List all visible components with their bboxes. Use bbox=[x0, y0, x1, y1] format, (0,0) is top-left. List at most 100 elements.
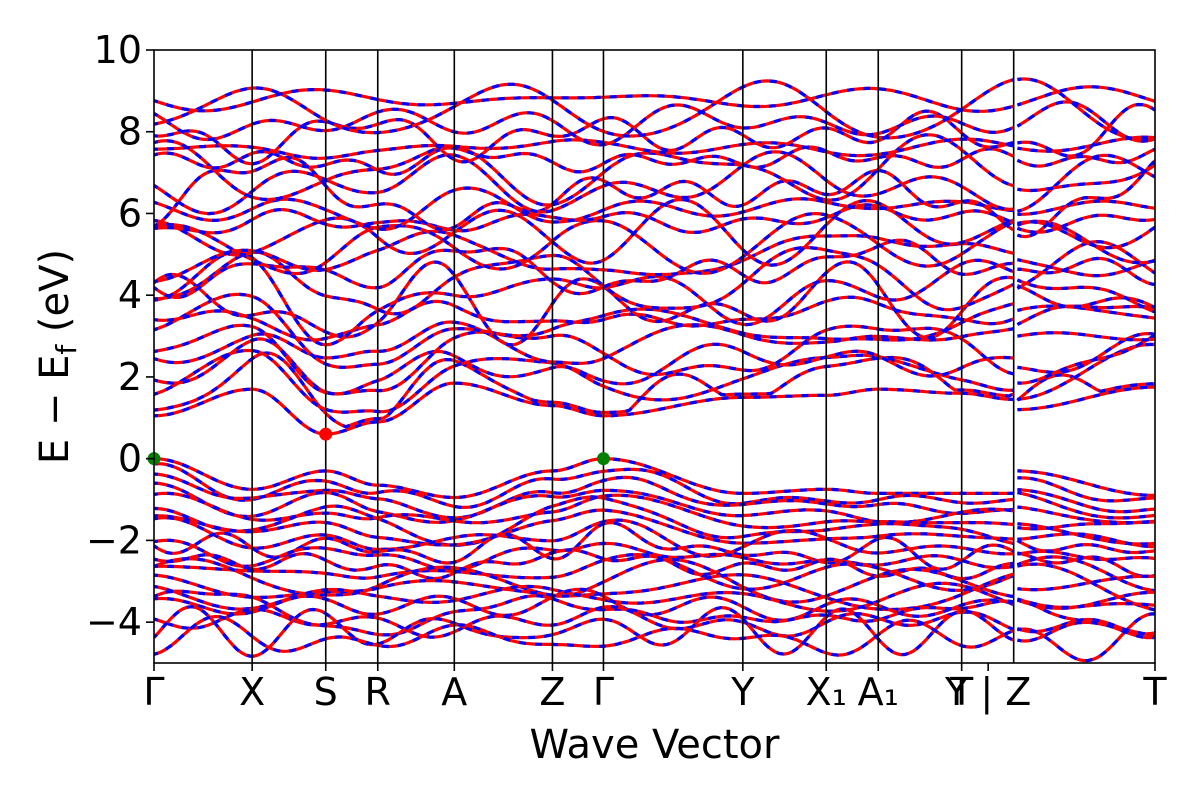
y-tick-label-1: −2 bbox=[86, 518, 142, 562]
conduction-band-1-down bbox=[154, 351, 1014, 429]
valence-band-1-up bbox=[154, 462, 1014, 510]
valence-band-17-down bbox=[154, 605, 1014, 639]
valence-band-18-down bbox=[154, 605, 1014, 658]
conduction-band-19-up bbox=[1017, 163, 1155, 193]
extrema-markers bbox=[147, 427, 610, 466]
conduction-band-6-down bbox=[1017, 304, 1155, 320]
conduction-band-18-down bbox=[154, 150, 1014, 216]
valence-band-2-up bbox=[1017, 488, 1155, 514]
x-tick-label-0: Γ bbox=[143, 670, 164, 714]
x-tick-label-9: A₁ bbox=[858, 670, 899, 714]
valence-band-15-down bbox=[154, 587, 1014, 622]
conduction-band-4-down bbox=[1017, 333, 1155, 385]
valence-band-18-up bbox=[1017, 620, 1155, 643]
conduction-band-9-up bbox=[1016, 278, 1155, 314]
x-axis-title: Wave Vector bbox=[530, 722, 781, 768]
y-axis-ticks: −4 −2 0 2 4 6 8 10 bbox=[86, 28, 154, 644]
conduction-band-16-up bbox=[1017, 199, 1155, 216]
conduction-band-10-up bbox=[154, 246, 1014, 316]
valence-band-7-up bbox=[1017, 532, 1155, 549]
valence-band-5-down bbox=[1017, 519, 1155, 531]
y-axis-title-main: E − E bbox=[32, 355, 78, 465]
conduction-band-5-down bbox=[1017, 331, 1155, 342]
conduction-band-14-up bbox=[1017, 220, 1155, 250]
conduction-band-0-up bbox=[1017, 385, 1155, 412]
conduction-band-10-down bbox=[154, 246, 1014, 316]
valence-band-16-down bbox=[154, 589, 1014, 637]
conduction-band-8-down bbox=[154, 260, 1014, 347]
conduction-band-22-down bbox=[154, 109, 1014, 166]
conduction-band-15-down bbox=[154, 203, 1014, 235]
x-tick-label-12: T bbox=[1142, 670, 1167, 714]
valence-band-15-down bbox=[1017, 597, 1155, 609]
conduction-band-11-up bbox=[1017, 256, 1155, 287]
conduction-band-8-up bbox=[1016, 284, 1155, 309]
conduction-band-25-up bbox=[1016, 85, 1155, 107]
conduction-band-1-down bbox=[1016, 373, 1155, 402]
valence-band-12-down bbox=[1017, 574, 1155, 592]
conduction-band-20-down bbox=[154, 145, 1014, 176]
y-tick-label-4: 4 bbox=[118, 273, 142, 317]
conduction-band-2-down bbox=[154, 348, 1014, 414]
x-tick-label-3: R bbox=[365, 670, 391, 714]
conduction-band-25-down bbox=[154, 86, 1014, 113]
valence-band-7-up bbox=[154, 516, 1014, 558]
x-tick-label-1: X bbox=[239, 670, 265, 714]
valence-band-10-down bbox=[154, 548, 1014, 581]
x-tick-label-10: T bbox=[949, 670, 974, 714]
conduction-band-22-up bbox=[1017, 102, 1155, 158]
valence-band-10-up bbox=[1017, 551, 1155, 579]
conduction-band-12-up bbox=[1017, 258, 1155, 278]
y-axis-title-unit: (eV) bbox=[32, 249, 78, 345]
y-tick-label-7: 10 bbox=[94, 28, 142, 72]
conduction-band-3-down bbox=[154, 337, 1014, 396]
x-tick-label-4: A bbox=[441, 670, 467, 714]
x-tick-label-6: Γ bbox=[593, 670, 614, 714]
conduction-band-25-up bbox=[154, 86, 1014, 113]
conduction-band-20-up bbox=[1016, 147, 1155, 168]
valence-band-11-down bbox=[154, 552, 1014, 593]
conduction-band-6-down bbox=[154, 292, 1014, 369]
conduction-band-23-up bbox=[1016, 100, 1155, 143]
conduction-band-3-up bbox=[1017, 331, 1155, 375]
x-tick-label-5: Z bbox=[539, 670, 565, 714]
x-tick-label-7: Y bbox=[730, 670, 755, 714]
valence-band-19-down bbox=[154, 614, 1014, 657]
conduction-band-24-down bbox=[154, 78, 1014, 140]
y-axis-title: E − Ef (eV) bbox=[32, 249, 83, 464]
y-tick-label-6: 8 bbox=[118, 110, 142, 154]
extremum-marker-2 bbox=[596, 452, 610, 466]
y-tick-label-5: 6 bbox=[118, 191, 142, 235]
x-tick-label-2: S bbox=[314, 670, 338, 714]
y-tick-label-2: 0 bbox=[118, 437, 142, 481]
bands-layer bbox=[154, 77, 1155, 663]
valence-band-0-down bbox=[154, 457, 1014, 500]
valence-band-9-down bbox=[1017, 549, 1155, 562]
conduction-band-16-down bbox=[154, 186, 1014, 231]
conduction-band-3-up bbox=[154, 337, 1014, 396]
valence-band-0-up bbox=[1017, 469, 1155, 497]
conduction-band-5-down bbox=[154, 320, 1014, 366]
y-axis-title-sub: f bbox=[50, 344, 83, 355]
valence-band-6-down bbox=[154, 508, 1014, 547]
valence-band-5-up bbox=[154, 495, 1014, 547]
valence-band-3-down bbox=[154, 481, 1014, 525]
conduction-band-9-down bbox=[154, 250, 1014, 347]
conduction-band-19-down bbox=[154, 133, 1014, 207]
conduction-band-14-down bbox=[154, 197, 1014, 267]
conduction-band-0-down bbox=[154, 381, 1014, 436]
y-tick-label-0: −4 bbox=[86, 600, 142, 644]
conduction-band-19-down bbox=[1017, 163, 1155, 193]
conduction-band-17-down bbox=[154, 155, 1015, 232]
valence-band-1-up bbox=[1017, 476, 1155, 503]
conduction-band-24-down bbox=[1017, 77, 1155, 142]
conduction-band-18-up bbox=[1016, 153, 1155, 213]
valence-band-3-up bbox=[1017, 491, 1155, 520]
plot-frame bbox=[153, 49, 1156, 664]
conduction-band-17-down bbox=[1016, 159, 1155, 239]
x-tick-label-11: Y | Z bbox=[944, 670, 1031, 715]
conduction-band-7-up bbox=[154, 295, 1014, 342]
extremum-marker-1 bbox=[319, 427, 333, 441]
